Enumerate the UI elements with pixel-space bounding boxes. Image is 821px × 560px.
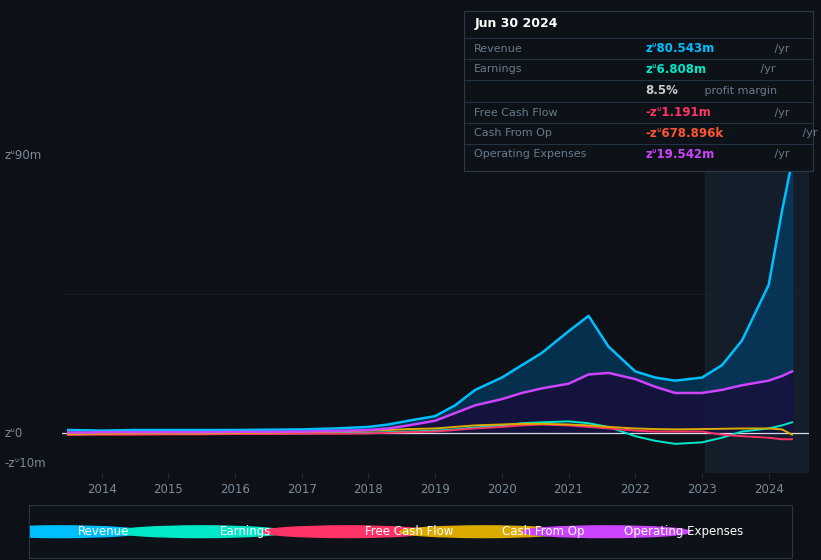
Text: zᐡ19.542m: zᐡ19.542m (645, 147, 714, 161)
Text: Revenue: Revenue (475, 44, 523, 54)
Text: -zᐡ678.896k: -zᐡ678.896k (645, 127, 723, 140)
Text: zᐡ6.808m: zᐡ6.808m (645, 63, 706, 76)
Text: /yr: /yr (771, 44, 790, 54)
Text: Jun 30 2024: Jun 30 2024 (475, 17, 557, 30)
Circle shape (263, 526, 430, 538)
Bar (705, 140, 809, 473)
Text: /yr: /yr (771, 149, 790, 159)
Circle shape (522, 526, 690, 538)
Text: Free Cash Flow: Free Cash Flow (475, 108, 558, 118)
Text: profit margin: profit margin (701, 86, 777, 96)
Text: Earnings: Earnings (220, 525, 271, 538)
Text: -zᐡ1.191m: -zᐡ1.191m (645, 106, 711, 119)
Text: Free Cash Flow: Free Cash Flow (365, 525, 453, 538)
Text: Cash From Op: Cash From Op (502, 525, 585, 538)
Text: Revenue: Revenue (78, 525, 130, 538)
Text: zᐡ80.543m: zᐡ80.543m (645, 42, 714, 55)
Text: zᐡ90m: zᐡ90m (4, 149, 41, 162)
Text: zᐡ0: zᐡ0 (4, 427, 22, 440)
Circle shape (400, 526, 568, 538)
Text: /yr: /yr (757, 64, 776, 74)
Text: Cash From Op: Cash From Op (475, 128, 553, 138)
Text: /yr: /yr (771, 108, 790, 118)
Text: 8.5%: 8.5% (645, 85, 678, 97)
Text: Operating Expenses: Operating Expenses (475, 149, 587, 159)
Text: Earnings: Earnings (475, 64, 523, 74)
Text: Operating Expenses: Operating Expenses (624, 525, 744, 538)
Text: -zᐡ10m: -zᐡ10m (4, 458, 46, 470)
Circle shape (0, 526, 144, 538)
Text: /yr: /yr (799, 128, 818, 138)
Circle shape (117, 526, 285, 538)
